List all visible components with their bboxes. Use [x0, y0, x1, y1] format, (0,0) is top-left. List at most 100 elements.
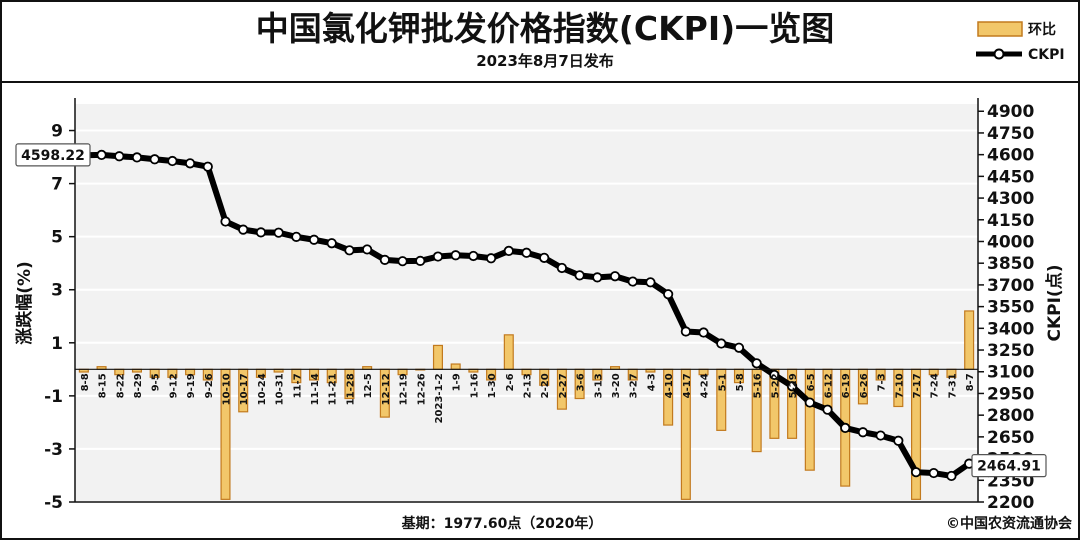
- legend-bar-swatch: [977, 21, 1023, 37]
- legend-line-marker: [993, 48, 1005, 60]
- x-tick-label: 12-12: [381, 373, 392, 405]
- ckpi-point-9-12: [167, 155, 178, 167]
- x-tick-label: 9-5: [151, 373, 162, 391]
- value-callout-box: [971, 454, 1047, 478]
- ckpi-point-2-6: [503, 245, 514, 256]
- x-tick-label: 1-9: [452, 373, 463, 391]
- y-left-tick-label: 1: [51, 334, 63, 354]
- ckpi-point-10-24: [255, 227, 267, 238]
- y-left-tick-label: 7: [51, 175, 63, 195]
- x-tick-label: 5-8: [735, 373, 746, 391]
- x-tick-label: 3-20: [611, 373, 622, 398]
- ckpi-point-2-20: [539, 252, 550, 263]
- ckpi-point-5-1: [716, 338, 727, 349]
- y-right-tick-label: 2650: [987, 428, 1034, 448]
- x-tick-label: 8-7: [965, 373, 976, 391]
- ckpi-point-9-26: [202, 161, 213, 172]
- ckpi-point-7-17: [910, 467, 922, 478]
- x-tick-label: 12-5: [363, 373, 374, 398]
- ckpi-point-5-16: [751, 358, 762, 369]
- x-tick-label: 8-29: [133, 373, 144, 398]
- x-tick-label: 6-12: [824, 373, 835, 398]
- x-tick-label: 9-19: [186, 373, 197, 398]
- x-tick-label: 11-14: [310, 373, 321, 405]
- x-tick-label: 5-16: [753, 373, 764, 398]
- x-tick-label: 7-24: [930, 373, 941, 398]
- legend: 环比 CKPI: [976, 21, 1065, 63]
- y-left-tick-label: -1: [44, 387, 63, 407]
- ckpi-point-4-3: [645, 277, 656, 288]
- line-layer: [78, 149, 975, 482]
- y-right-tick-label: 4300: [987, 189, 1034, 209]
- ckpi-point-5-8: [733, 342, 745, 353]
- ckpi-point-8-22: [114, 151, 125, 162]
- ckpi-point-8-15: [96, 149, 107, 161]
- x-tick-label: 4-17: [682, 373, 693, 398]
- ckpi-point-2-27: [556, 262, 568, 274]
- x-tick-label: 6-26: [859, 373, 870, 398]
- x-tick-layer: 8-8 8-15 8-22 8-29 9-5 9-12 9-19 9-26 10-10 10-17…: [80, 373, 976, 423]
- ckpi-point-3-20: [609, 271, 621, 282]
- x-tick-label: 12-19: [399, 373, 410, 405]
- x-tick-label: 1-30: [487, 373, 498, 398]
- x-tick-label: 2-27: [558, 373, 569, 398]
- y-right-tick-label: 3700: [987, 276, 1034, 296]
- x-tick-label: 8-15: [98, 373, 109, 398]
- ckpi-point-1-30: [485, 253, 497, 264]
- ckpi-point-9-5: [149, 154, 160, 165]
- y-right-tick-label: 4450: [987, 167, 1034, 187]
- x-tick-label: 6-5: [806, 373, 817, 391]
- y-left-axis-label: 涨跌幅(%): [14, 261, 35, 345]
- legend-bar-label: 环比: [1028, 21, 1056, 38]
- x-tick-label: 3-27: [629, 373, 640, 398]
- legend-line-label: CKPI: [1028, 47, 1065, 63]
- value-callout-label: 2464.91: [977, 459, 1041, 475]
- ckpi-point-4-17: [680, 326, 691, 337]
- ckpi-point-6-26: [857, 427, 869, 438]
- bar-2023-1-2: [432, 344, 443, 370]
- x-tick-label: 3-6: [576, 373, 587, 391]
- x-tick-label: 12-26: [416, 373, 427, 405]
- y-right-tick-label: 4600: [987, 146, 1034, 166]
- x-tick-label: 2-20: [540, 373, 551, 398]
- y-right-tick-label: 3400: [987, 319, 1034, 339]
- ckpi-point-6-12: [822, 404, 833, 415]
- value-callout-box: [15, 143, 91, 167]
- x-tick-label: 8-8: [80, 373, 91, 391]
- ckpi-point-12-19: [397, 256, 408, 267]
- y-right-tick-label: 3850: [987, 254, 1034, 274]
- bar-8-7: [964, 310, 975, 370]
- x-tick-label: 10-17: [239, 373, 250, 405]
- x-tick-label: 7-31: [947, 373, 958, 398]
- ckpi-point-12-12: [379, 254, 390, 265]
- x-tick-label: 6-19: [841, 373, 852, 398]
- ckpi-point-6-5: [804, 397, 815, 408]
- y-right-tick-label: 4900: [987, 102, 1034, 122]
- x-tick-label: 7-10: [894, 373, 905, 398]
- x-tick-label: 5-29: [788, 373, 799, 398]
- ckpi-point-11-14: [308, 234, 320, 245]
- ckpi-point-7-24: [928, 467, 939, 479]
- x-tick-label: 3-13: [593, 373, 604, 398]
- y-right-tick-layer: 2200235025002650280029503100325034003550…: [978, 102, 1034, 513]
- ckpi-point-6-19: [840, 422, 851, 433]
- copyright-credit: ©中国农资流通协会: [946, 515, 1073, 532]
- ckpi-point-1-16: [468, 250, 479, 262]
- x-tick-label: 11-21: [328, 373, 339, 405]
- chart-subtitle: 2023年8月7日发布: [476, 52, 614, 70]
- ckpi-point-12-26: [415, 255, 426, 266]
- ckpi-point-10-10: [220, 216, 231, 227]
- y-left-tick-label: 3: [51, 281, 63, 301]
- x-tick-label: 11-7: [292, 373, 303, 398]
- chart-title: 中国氯化钾批发价格指数(CKPI)一览图: [256, 9, 834, 48]
- ckpi-point-1-9: [450, 250, 461, 261]
- x-tick-label: 10-10: [222, 373, 233, 405]
- x-tick-label: 2023-1-2: [434, 373, 445, 423]
- x-tick-label: 10-24: [257, 373, 268, 405]
- y-left-tick-label: 5: [51, 228, 63, 248]
- ckpi-point-11-28: [344, 245, 355, 256]
- x-tick-label: 4-24: [700, 373, 711, 398]
- ckpi-point-7-10: [893, 435, 904, 446]
- ckpi-point-5-22: [769, 369, 780, 381]
- x-tick-label: 4-10: [664, 373, 675, 398]
